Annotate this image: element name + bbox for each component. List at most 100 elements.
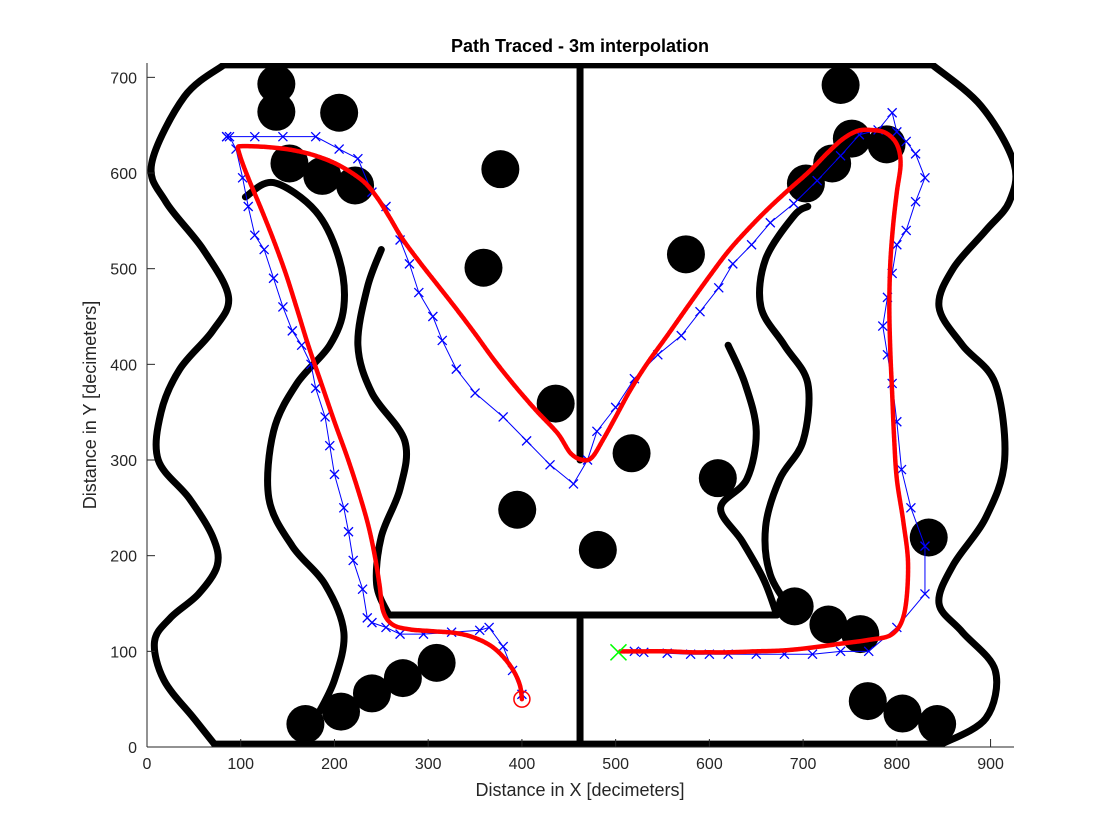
waypoint-marker (437, 335, 448, 346)
waypoint-marker (896, 464, 907, 475)
wall-center-right-wall (717, 341, 781, 619)
obstacle-21 (809, 605, 848, 644)
waypoint-marker (277, 301, 288, 312)
waypoint-marker (224, 131, 235, 142)
waypoint-marker (901, 225, 912, 236)
y-tick-label: 100 (110, 644, 137, 661)
obstacle-12 (578, 530, 617, 569)
waypoint-marker (352, 153, 363, 164)
y-tick-label: 0 (128, 740, 137, 757)
markers-layer (513, 643, 627, 708)
waypoint-marker (243, 201, 254, 212)
waypoint-marker (310, 383, 321, 394)
x-tick-label: 900 (977, 756, 1004, 773)
waypoint-marker (343, 526, 354, 537)
x-tick-label: 100 (227, 756, 254, 773)
waypoint-marker (919, 541, 930, 552)
axes-layer: 0 100 200 300 400 500 600 700 800 900 0 100 200 300 40… (110, 63, 1014, 773)
waypoint-marker (891, 126, 902, 137)
obstacle-3 (320, 93, 359, 132)
waypoint-marker (591, 426, 602, 437)
waypoint-marker (498, 411, 509, 422)
start-marker (609, 643, 627, 661)
wall-right-inner-wall (756, 202, 813, 617)
waypoint-marker (329, 469, 340, 480)
obstacle-25 (883, 694, 922, 733)
y-axis-label: Distance in Y [decimeters] (80, 301, 100, 509)
waypoint-marker (812, 175, 823, 186)
waypoint-marker (474, 625, 485, 636)
obstacle-2 (257, 92, 296, 131)
y-tick-label: 400 (110, 357, 137, 374)
obstacle-24 (848, 682, 887, 721)
waypoint-marker (259, 244, 270, 255)
wall-left-outer-wall (147, 63, 233, 747)
obstacle-6 (336, 166, 375, 205)
waypoint-marker (484, 622, 495, 633)
waypoint-marker (413, 287, 424, 298)
waypoint-marker (296, 340, 307, 351)
waypoint-marker (287, 325, 298, 336)
obstacle-10 (612, 434, 651, 473)
obstacle-5 (303, 156, 342, 195)
waypoint-marker (470, 388, 481, 399)
obstacle-23 (909, 518, 948, 557)
waypoint-marker (249, 131, 260, 142)
obstacle-26 (918, 705, 957, 744)
waypoint-marker (362, 612, 373, 623)
x-tick-label: 200 (321, 756, 348, 773)
y-tick-label: 700 (110, 70, 137, 87)
obstacle-17 (867, 125, 906, 164)
waypoint-marker (277, 131, 288, 142)
obstacle-27 (417, 643, 456, 682)
x-tick-label: 600 (696, 756, 723, 773)
waypoint-marker (835, 150, 846, 161)
waypoint-marker (451, 364, 462, 375)
waypoint-marker (334, 144, 345, 155)
y-tick-label: 200 (110, 549, 137, 566)
waypoint-marker (905, 502, 916, 513)
y-tick-label: 600 (110, 166, 137, 183)
obstacle-19 (786, 164, 825, 203)
wall-left-inner-wall (241, 178, 348, 722)
waypoint-marker (357, 584, 368, 595)
waypoint-marker (427, 311, 438, 322)
obstacle-1 (257, 65, 296, 104)
x-axis-label: Distance in X [decimeters] (475, 780, 684, 800)
obstacle-28 (383, 659, 422, 698)
waypoint-marker (268, 273, 279, 284)
waypoint-marker (835, 646, 846, 657)
waypoint-marker (919, 172, 930, 183)
obstacle-14 (698, 459, 737, 498)
wall-right-outer-wall (928, 63, 1014, 747)
waypoint-marker (910, 148, 921, 159)
obstacle-29 (352, 674, 391, 713)
waypoint-marker (695, 306, 705, 317)
obstacle-9 (536, 384, 575, 423)
waypoint-marker (568, 478, 579, 489)
waypoint-marker (338, 502, 349, 513)
x-tick-label: 500 (602, 756, 629, 773)
waypoint-marker (676, 330, 687, 341)
traced-path-line (235, 127, 911, 702)
obstacle-8 (464, 248, 503, 287)
waypoint-marker (221, 131, 232, 142)
obstacle-31 (286, 705, 325, 744)
x-tick-label: 300 (415, 756, 442, 773)
waypoint-marker (404, 258, 415, 269)
obstacle-13 (666, 235, 705, 274)
waypoint-marker (919, 588, 930, 599)
waypoint-marker (249, 230, 260, 241)
waypoint-marker (887, 107, 898, 118)
waypoint-marker (545, 459, 555, 470)
obstacle-20 (775, 587, 814, 626)
x-tick-label: 700 (790, 756, 817, 773)
waypoint-marker (348, 555, 359, 566)
obstacle-4 (270, 144, 309, 183)
waypoint-marker (863, 646, 874, 657)
series-layer (221, 107, 930, 702)
obstacles-layer (257, 65, 957, 744)
x-tick-label: 400 (509, 756, 536, 773)
waypoint-marker (320, 411, 331, 422)
